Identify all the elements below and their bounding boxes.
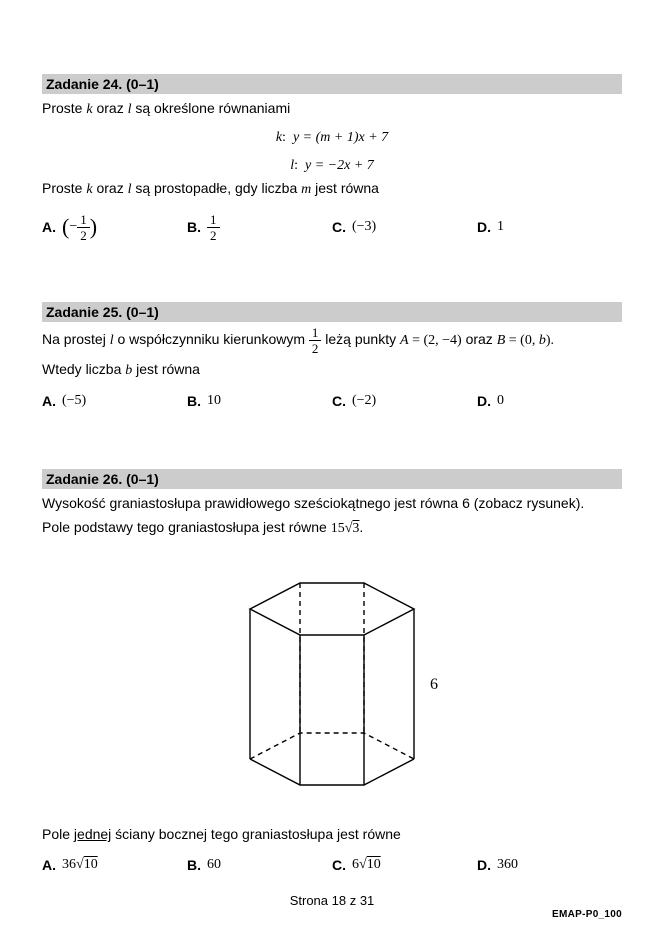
text: Pole podstawy tego graniastosłupa jest r… <box>42 519 331 535</box>
text: oraz <box>462 331 497 347</box>
fraction: 12 <box>207 213 220 242</box>
eq-colon: : <box>282 130 293 145</box>
task26-figure: 6 <box>42 561 622 814</box>
text: Na prostej <box>42 331 110 347</box>
answer-b: B. 10 <box>187 393 332 409</box>
hexagonal-prism-figure: 6 <box>202 561 462 811</box>
answer-letter: C. <box>332 219 346 235</box>
task24-line1: Proste k oraz l są określone równaniami <box>42 98 622 120</box>
text: Pole <box>42 826 74 842</box>
sqrt-symbol: √ <box>359 857 367 873</box>
answer-letter: C. <box>332 857 346 873</box>
text: jest równa <box>311 180 379 196</box>
denominator: 2 <box>207 228 220 242</box>
coef: 15 <box>331 521 345 536</box>
answer-value: (−3) <box>352 219 376 235</box>
text: oraz <box>93 100 128 116</box>
text: są prostopadłe, gdy liczba <box>131 180 301 196</box>
text: oraz <box>93 180 128 196</box>
eq-body: y = (m + 1)x + 7 <box>293 130 388 145</box>
task26-line2: Pole podstawy tego graniastosłupa jest r… <box>42 517 622 539</box>
text: . <box>359 519 363 535</box>
answer-value: 60 <box>207 857 221 873</box>
task24-line2: Proste k oraz l są prostopadłe, gdy licz… <box>42 178 622 200</box>
radicand: 10 <box>84 857 98 873</box>
svg-text:6: 6 <box>430 676 438 693</box>
denominator: 2 <box>309 341 322 355</box>
answer-b: B. 60 <box>187 857 332 873</box>
answer-a: A. (−5) <box>42 393 187 409</box>
page-footer: Strona 18 z 31 <box>0 893 664 908</box>
task26-line1: Wysokość graniastosłupa prawidłowego sze… <box>42 493 622 513</box>
fraction: 12 <box>77 213 90 242</box>
radicand: 10 <box>367 857 381 873</box>
answer-value: 10 <box>207 393 221 409</box>
answer-c: C. (−2) <box>332 393 477 409</box>
text: ściany bocznej tego graniastosłupa jest … <box>111 826 401 842</box>
numerator: 1 <box>207 213 220 228</box>
numerator: 1 <box>77 213 90 228</box>
task26-answers: A. 36√10 B. 60 C. 6√10 D. 360 <box>42 857 622 873</box>
answer-value: (−5) <box>62 393 86 409</box>
answer-value: (−2) <box>352 393 376 409</box>
text: leżą punkty <box>321 331 400 347</box>
task25-line1: Na prostej l o współczynniku kierunkowym… <box>42 326 622 355</box>
task24-eq2: l: y = −2x + 7 <box>42 154 622 176</box>
task24-eq1: k: y = (m + 1)x + 7 <box>42 126 622 148</box>
point-b-val-pre: = (0, <box>505 333 539 348</box>
point-b-val-post: ). <box>546 333 554 348</box>
text: Wtedy liczba <box>42 361 125 377</box>
answer-letter: A. <box>42 219 56 235</box>
answer-letter: A. <box>42 393 56 409</box>
answer-letter: D. <box>477 857 491 873</box>
text: Proste <box>42 100 86 116</box>
point-b: B <box>497 333 506 348</box>
answer-letter: C. <box>332 393 346 409</box>
answer-c: C. (−3) <box>332 213 477 242</box>
answer-letter: D. <box>477 219 491 235</box>
answer-letter: B. <box>187 393 201 409</box>
answer-d: D. 0 <box>477 393 622 409</box>
answer-a: A. 36√10 <box>42 857 187 873</box>
answer-d: D. 360 <box>477 857 622 873</box>
task25-header: Zadanie 25. (0–1) <box>42 302 622 322</box>
answer-value: 0 <box>497 393 504 409</box>
neg: − <box>69 219 77 235</box>
eq-body: y = −2x + 7 <box>305 158 374 173</box>
task25-line2: Wtedy liczba b jest równa <box>42 359 622 381</box>
answer-d: D. 1 <box>477 213 622 242</box>
answer-c: C. 6√10 <box>332 857 477 873</box>
task26-line3: Pole jednej ściany bocznej tego graniast… <box>42 824 622 844</box>
task24-answers: A. ( − 12 ) B. 12 C. (−3) D. 1 <box>42 213 622 242</box>
point-a-val: = (2, −4) <box>409 333 462 348</box>
coef: 6 <box>352 857 359 873</box>
answer-letter: D. <box>477 393 491 409</box>
answer-b: B. 12 <box>187 213 332 242</box>
answer-a: A. ( − 12 ) <box>42 213 187 242</box>
text: jest równa <box>132 361 200 377</box>
answer-letter: B. <box>187 219 201 235</box>
text: Proste <box>42 180 86 196</box>
var-b: b <box>539 333 546 348</box>
numerator: 1 <box>309 326 322 341</box>
answer-letter: B. <box>187 857 201 873</box>
fraction: 12 <box>309 326 322 355</box>
sqrt-symbol: √ <box>76 857 84 873</box>
denominator: 2 <box>77 228 90 242</box>
answer-value: 360 <box>497 857 518 873</box>
eq-colon: : <box>294 158 305 173</box>
task25-answers: A. (−5) B. 10 C. (−2) D. 0 <box>42 393 622 409</box>
text: są określone równaniami <box>131 100 290 116</box>
task26-header: Zadanie 26. (0–1) <box>42 469 622 489</box>
var-m: m <box>301 182 311 197</box>
underlined: jednej <box>74 826 111 842</box>
document-code: EMAP-P0_100 <box>552 909 622 920</box>
task24-header: Zadanie 24. (0–1) <box>42 74 622 94</box>
answer-letter: A. <box>42 857 56 873</box>
answer-value: 1 <box>497 219 504 235</box>
text: o współczynniku kierunkowym <box>114 331 309 347</box>
coef: 36 <box>62 857 76 873</box>
point-a: A <box>400 333 409 348</box>
